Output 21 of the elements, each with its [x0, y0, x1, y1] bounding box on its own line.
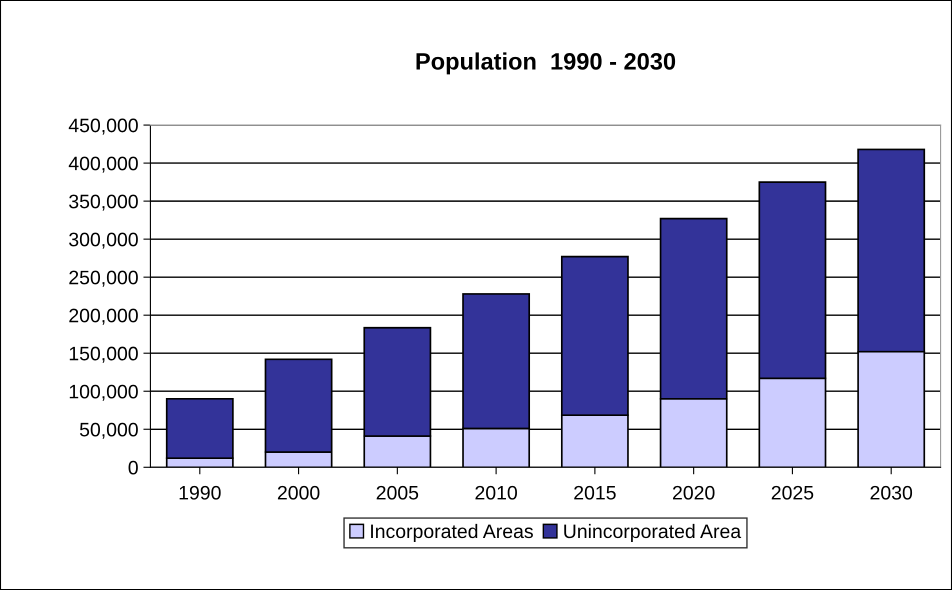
- y-tick-label: 350,000: [69, 194, 138, 211]
- x-tick-label: 2025: [772, 486, 814, 500]
- chart-title: Population 1990 - 2030: [416, 52, 676, 74]
- x-tick-label: 2010: [475, 486, 517, 500]
- x-tick-label: 2005: [376, 486, 418, 500]
- y-tick-label: 400,000: [68, 156, 138, 173]
- y-tick-label: 450,000: [68, 118, 138, 135]
- y-tick-label: 100,000: [70, 384, 138, 401]
- y-tick-label: 50,000: [80, 422, 138, 439]
- legend-label: Incorporated Areas: [371, 524, 533, 542]
- x-tick-label: 1990: [180, 486, 221, 500]
- x-tick-label: 2030: [870, 486, 912, 500]
- y-tick-label: 150,000: [70, 346, 138, 363]
- x-tick-label: 2000: [278, 486, 320, 500]
- y-tick-label: 300,000: [69, 232, 138, 249]
- y-tick-label: 0: [128, 460, 138, 475]
- y-tick-label: 200,000: [69, 308, 138, 325]
- legend-label: Unincorporated Area: [564, 524, 742, 542]
- x-tick-label: 2015: [574, 486, 616, 500]
- y-tick-label: 250,000: [69, 270, 138, 287]
- x-tick-label: 2020: [673, 486, 715, 500]
